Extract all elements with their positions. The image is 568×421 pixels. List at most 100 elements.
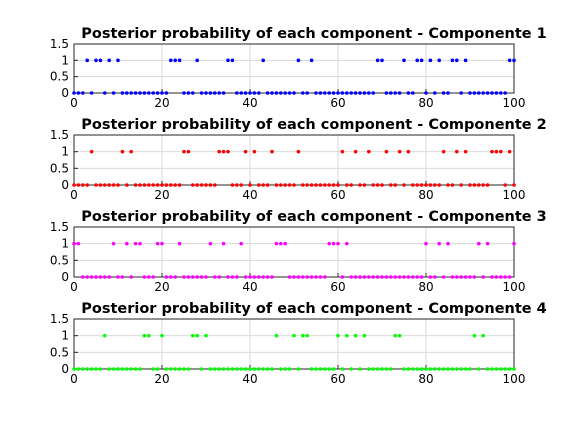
data-point: [331, 367, 336, 371]
data-point: [450, 275, 455, 279]
data-point: [389, 183, 393, 187]
data-point: [213, 91, 217, 95]
data-point: [239, 183, 243, 187]
data-point: [151, 367, 155, 371]
data-point: [129, 149, 133, 154]
data-point: [261, 275, 266, 279]
y-tick-label: 0: [61, 362, 69, 376]
data-point: [173, 58, 177, 63]
x-tick-label: 60: [330, 280, 345, 294]
data-point: [243, 367, 248, 371]
data-point: [296, 58, 301, 63]
y-tick-label: 1: [61, 53, 69, 67]
data-point: [314, 183, 318, 187]
data-point: [217, 275, 221, 279]
data-point: [507, 58, 512, 63]
data-point: [415, 367, 420, 371]
data-point: [428, 275, 433, 279]
y-tick-label: 1.5: [50, 37, 69, 51]
data-point: [155, 183, 160, 187]
data-point: [371, 275, 376, 279]
data-point: [323, 275, 327, 279]
data-point: [164, 275, 169, 279]
data-point: [419, 58, 424, 63]
data-point: [274, 91, 279, 95]
data-point: [142, 333, 147, 338]
data-point: [125, 241, 129, 246]
data-point: [375, 183, 380, 187]
data-point: [353, 275, 358, 279]
data-point: [226, 367, 230, 371]
data-point: [305, 91, 310, 95]
x-tick-label: 100: [503, 96, 526, 110]
data-point: [283, 183, 288, 187]
data-point: [261, 183, 266, 187]
data-point: [81, 183, 85, 187]
data-point: [204, 183, 208, 187]
data-point: [340, 149, 345, 154]
data-point: [397, 275, 402, 279]
data-point: [116, 367, 120, 371]
data-point: [402, 58, 406, 63]
data-point: [296, 149, 301, 154]
data-point: [384, 275, 389, 279]
data-point: [380, 58, 384, 63]
data-point: [358, 91, 362, 95]
data-point: [103, 333, 107, 338]
data-point: [191, 91, 195, 95]
data-point: [230, 275, 235, 279]
data-point: [490, 149, 494, 154]
x-tick-label: 40: [242, 96, 257, 110]
plot-area: [73, 134, 515, 186]
data-point: [226, 58, 230, 63]
data-point: [274, 183, 279, 187]
data-point: [287, 367, 292, 371]
data-point: [472, 183, 477, 187]
data-point: [477, 91, 481, 95]
data-point: [261, 367, 266, 371]
data-point: [481, 275, 486, 279]
data-point: [191, 333, 195, 338]
data-point: [446, 241, 450, 246]
data-point: [512, 367, 516, 371]
data-point: [98, 367, 103, 371]
data-point: [433, 275, 437, 279]
data-point: [129, 91, 133, 95]
data-point: [133, 367, 138, 371]
data-point: [358, 183, 362, 187]
data-point: [380, 367, 384, 371]
subplot-title: Posterior probability of each component …: [81, 26, 547, 42]
data-point: [213, 183, 217, 187]
data-point: [455, 275, 459, 279]
data-point: [450, 183, 455, 187]
data-point: [208, 241, 213, 246]
data-point: [111, 241, 116, 246]
data-point: [270, 149, 274, 154]
x-tick-label: 80: [418, 372, 433, 386]
data-point: [314, 275, 318, 279]
data-point: [349, 183, 354, 187]
data-point: [98, 183, 103, 187]
data-point: [397, 149, 402, 154]
data-point: [89, 149, 94, 154]
data-point: [257, 275, 261, 279]
y-tick-label: 1: [61, 329, 69, 343]
data-point: [446, 367, 450, 371]
data-point: [411, 91, 415, 95]
data-point: [155, 241, 160, 246]
data-point: [389, 367, 393, 371]
data-point: [490, 275, 494, 279]
data-point: [85, 183, 89, 187]
data-point: [292, 333, 296, 338]
data-point: [116, 183, 120, 187]
data-point: [305, 275, 310, 279]
data-point: [455, 149, 459, 154]
data-point: [499, 367, 503, 371]
data-point: [107, 275, 111, 279]
data-point: [204, 333, 208, 338]
data-point: [292, 91, 296, 95]
data-point: [160, 333, 164, 338]
data-point: [111, 367, 116, 371]
